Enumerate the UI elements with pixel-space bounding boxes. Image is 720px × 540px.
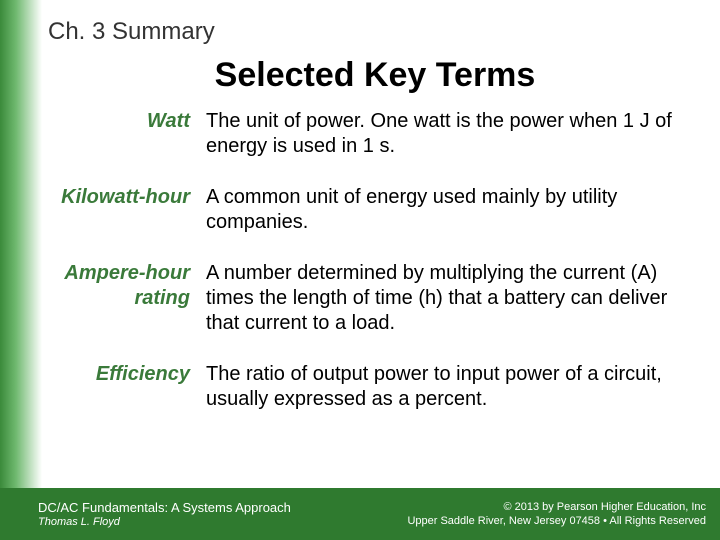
chapter-header: Ch. 3 Summary	[0, 0, 720, 50]
term-definition: A common unit of energy used mainly by u…	[206, 185, 680, 235]
terms-list: Watt The unit of power. One watt is the …	[0, 109, 720, 412]
term-name: Kilowatt-hour	[48, 185, 206, 235]
footer-book-title: DC/AC Fundamentals: A Systems Approach	[38, 500, 291, 515]
term-name: Efficiency	[48, 362, 206, 412]
term-definition: The unit of power. One watt is the power…	[206, 109, 680, 159]
term-row: Kilowatt-hour A common unit of energy us…	[48, 185, 680, 235]
footer-author: Thomas L. Floyd	[38, 516, 291, 528]
term-row: Ampere-hour rating A number determined b…	[48, 261, 680, 336]
slide: Ch. 3 Summary Selected Key Terms Watt Th…	[0, 0, 720, 540]
term-definition: The ratio of output power to input power…	[206, 362, 680, 412]
footer-left: DC/AC Fundamentals: A Systems Approach T…	[38, 500, 291, 528]
page-title: Selected Key Terms	[0, 56, 720, 95]
footer-right: © 2013 by Pearson Higher Education, Inc …	[407, 500, 706, 529]
footer-address: Upper Saddle River, New Jersey 07458 • A…	[407, 514, 706, 528]
term-row: Watt The unit of power. One watt is the …	[48, 109, 680, 159]
term-row: Efficiency The ratio of output power to …	[48, 362, 680, 412]
term-definition: A number determined by multiplying the c…	[206, 261, 680, 336]
term-name: Watt	[48, 109, 206, 159]
footer: DC/AC Fundamentals: A Systems Approach T…	[0, 488, 720, 540]
term-name: Ampere-hour rating	[48, 261, 206, 336]
footer-copyright: © 2013 by Pearson Higher Education, Inc	[407, 500, 706, 514]
